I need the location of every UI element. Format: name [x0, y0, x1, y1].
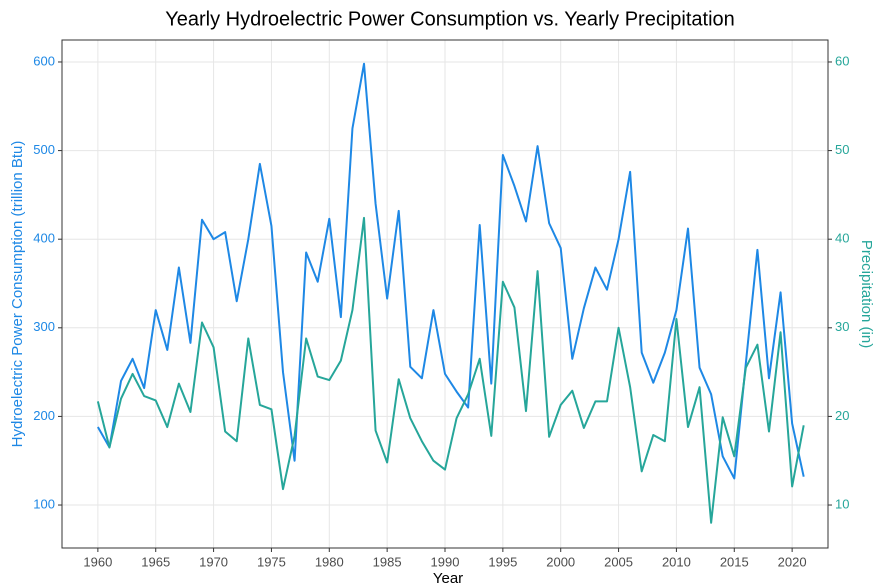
x-tick-label: 1995	[488, 554, 517, 569]
x-tick-label: 1975	[257, 554, 286, 569]
x-tick-label: 2010	[662, 554, 691, 569]
y-tick-label: 200	[33, 408, 55, 423]
plot-border	[61, 39, 829, 549]
data-line	[97, 62, 805, 480]
y2-tick-label: 20	[835, 408, 849, 423]
y-tick-label: 500	[33, 142, 55, 157]
x-tick-label: 1990	[431, 554, 460, 569]
x-tick-label: 1980	[315, 554, 344, 569]
x-axis-label: Year	[433, 570, 463, 586]
y2-axis-label: Precipitation (in)	[858, 240, 874, 348]
y2-tick-label: 50	[835, 142, 849, 157]
x-tick-label: 1970	[199, 554, 228, 569]
x-tick-label: 1960	[83, 554, 112, 569]
y-tick-label: 100	[33, 496, 55, 511]
chart-title: Yearly Hydroelectric Power Consumption v…	[165, 8, 735, 30]
y2-tick-label: 40	[835, 231, 849, 246]
y-tick-label: 400	[33, 231, 55, 246]
y2-tick-label: 60	[835, 53, 849, 68]
x-tick-label: 1965	[141, 554, 170, 569]
x-tick-label: 2000	[546, 554, 575, 569]
x-tick-label: 2015	[720, 554, 749, 569]
y2-tick-label: 10	[835, 496, 849, 511]
y-axis-label: Hydroelectric Power Consumption (trillio…	[9, 141, 26, 448]
y-tick-label: 300	[33, 319, 55, 334]
y2-tick-label: 30	[835, 319, 849, 334]
data-line	[96, 216, 805, 524]
x-tick-label: 1985	[373, 554, 402, 569]
x-tick-label: 2005	[604, 554, 633, 569]
y-tick-label: 600	[33, 53, 55, 68]
x-tick-label: 2020	[778, 554, 807, 569]
